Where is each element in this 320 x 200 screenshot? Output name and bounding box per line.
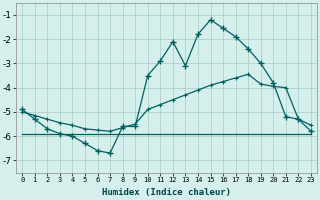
X-axis label: Humidex (Indice chaleur): Humidex (Indice chaleur)	[102, 188, 231, 197]
